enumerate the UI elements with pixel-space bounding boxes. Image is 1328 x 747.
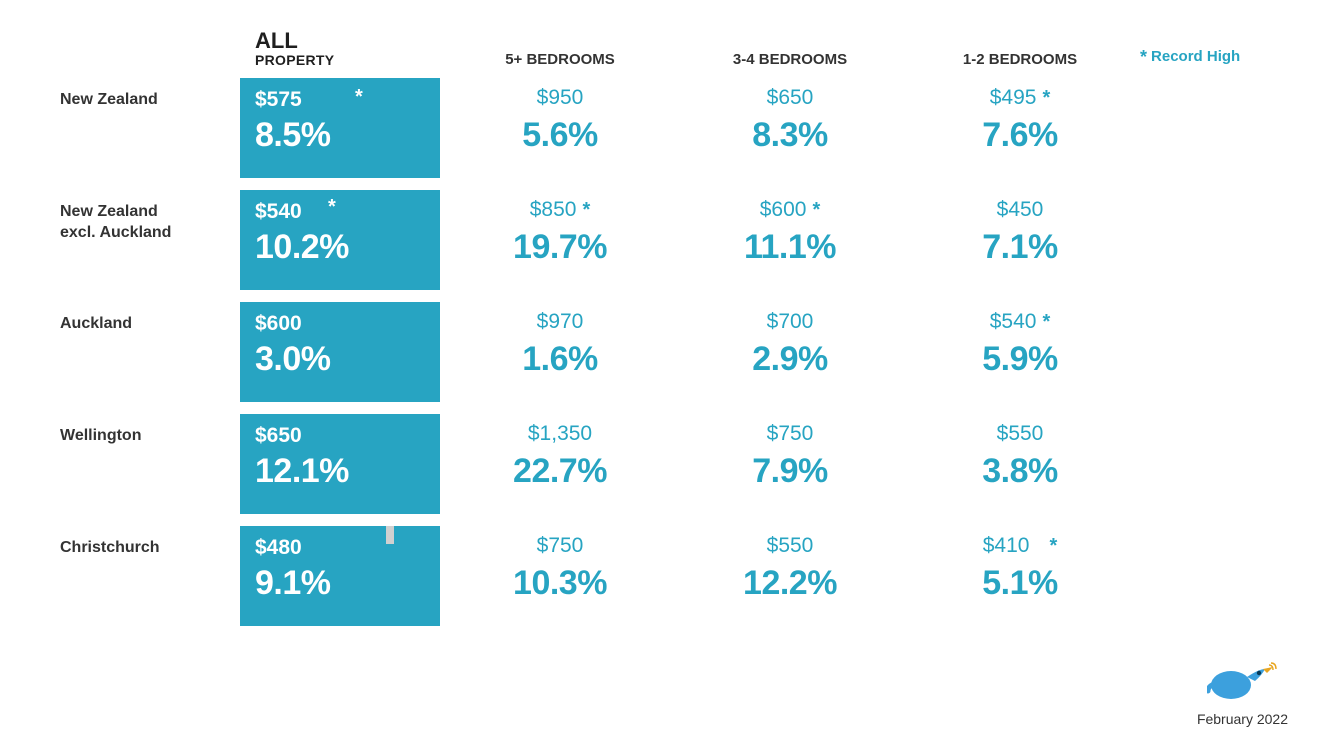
price-value: $450: [910, 198, 1130, 222]
row-label: Christchurch: [60, 526, 230, 638]
growth-value: 2.9%: [680, 340, 900, 379]
footer-date: February 2022: [1197, 711, 1288, 727]
price-value: $700: [680, 310, 900, 334]
growth-value: 11.1%: [680, 228, 900, 267]
bedroom-cell: $410* 5.1%: [910, 526, 1130, 626]
record-high-icon: *: [1049, 535, 1057, 557]
record-high-icon: *: [328, 196, 336, 219]
row-label: New Zealand: [60, 78, 230, 190]
header-spacer: [60, 30, 230, 78]
spacer: [1140, 526, 1290, 626]
price-value: $540*: [910, 310, 1130, 334]
bedroom-cell: $700 2.9%: [680, 302, 900, 402]
growth-value: 7.6%: [910, 116, 1130, 155]
price-value: $1,350: [450, 422, 670, 446]
rent-table: ALL PROPERTY 5+ BEDROOMS 3-4 BEDROOMS 1-…: [60, 30, 1288, 638]
bedroom-cell: $495* 7.6%: [910, 78, 1130, 178]
price-value: $970: [450, 310, 670, 334]
record-high-icon: *: [582, 199, 590, 221]
bedroom-cell: $750 10.3%: [450, 526, 670, 626]
row-label: Wellington: [60, 414, 230, 526]
bedroom-cell: $950 5.6%: [450, 78, 670, 178]
growth-value: 12.2%: [680, 564, 900, 603]
growth-value: 7.9%: [680, 452, 900, 491]
bedroom-cell: $550 3.8%: [910, 414, 1130, 514]
growth-value: 19.7%: [450, 228, 670, 267]
price-value: $950: [450, 86, 670, 110]
bedroom-cell: $970 1.6%: [450, 302, 670, 402]
spacer: [1140, 78, 1290, 178]
bedroom-cell: $850* 19.7%: [450, 190, 670, 290]
growth-value: 5.6%: [450, 116, 670, 155]
price-value: $600: [255, 312, 425, 336]
tick-mark: [386, 526, 394, 544]
all-property-cell: $575 8.5% *: [240, 78, 440, 178]
price-value: $575: [255, 88, 425, 112]
bedroom-cell: $450 7.1%: [910, 190, 1130, 290]
growth-value: 1.6%: [450, 340, 670, 379]
bedroom-cell: $650 8.3%: [680, 78, 900, 178]
growth-value: 8.3%: [680, 116, 900, 155]
bedroom-cell: $1,350 22.7%: [450, 414, 670, 514]
price-value: $540: [255, 200, 425, 224]
bedroom-cell: $550 12.2%: [680, 526, 900, 626]
header-col-3-4: 3-4 BEDROOMS: [680, 51, 900, 78]
price-value: $495*: [910, 86, 1130, 110]
growth-value: 5.9%: [910, 340, 1130, 379]
price-value: $650: [255, 424, 425, 448]
price-value: $850*: [450, 198, 670, 222]
price-value: $550: [910, 422, 1130, 446]
record-high-icon: *: [812, 199, 820, 221]
growth-value: 3.8%: [910, 452, 1130, 491]
header-all-sub: PROPERTY: [255, 52, 440, 68]
all-property-cell: $650 12.1%: [240, 414, 440, 514]
header-all: ALL PROPERTY: [240, 30, 440, 78]
price-value: $750: [450, 534, 670, 558]
record-high-icon: *: [1042, 311, 1050, 333]
growth-value: 10.3%: [450, 564, 670, 603]
legend-star-icon: *: [1140, 47, 1147, 67]
spacer: [1140, 302, 1290, 402]
footer: February 2022: [1197, 661, 1288, 727]
growth-value: 9.1%: [255, 564, 425, 603]
growth-value: 10.2%: [255, 228, 425, 267]
spacer: [1140, 414, 1290, 514]
legend-text: Record High: [1151, 48, 1240, 65]
spacer: [1140, 190, 1290, 290]
header-col-5plus: 5+ BEDROOMS: [450, 51, 670, 78]
growth-value: 7.1%: [910, 228, 1130, 267]
all-property-cell: $540 10.2% *: [240, 190, 440, 290]
growth-value: 22.7%: [450, 452, 670, 491]
growth-value: 5.1%: [910, 564, 1130, 603]
header-col-1-2: 1-2 BEDROOMS: [910, 51, 1130, 78]
record-high-icon: *: [355, 86, 363, 109]
legend: *Record High: [1140, 47, 1290, 78]
price-value: $650: [680, 86, 900, 110]
price-value: $750: [680, 422, 900, 446]
bedroom-cell: $600* 11.1%: [680, 190, 900, 290]
bird-logo-icon: [1207, 661, 1277, 705]
bedroom-cell: $750 7.9%: [680, 414, 900, 514]
record-high-icon: *: [1042, 87, 1050, 109]
growth-value: 12.1%: [255, 452, 425, 491]
price-value: $550: [680, 534, 900, 558]
growth-value: 3.0%: [255, 340, 425, 379]
price-value: $600*: [680, 198, 900, 222]
all-property-cell: $600 3.0%: [240, 302, 440, 402]
row-label: Auckland: [60, 302, 230, 414]
price-value: $480: [255, 536, 425, 560]
all-property-cell: $480 9.1%: [240, 526, 440, 626]
growth-value: 8.5%: [255, 116, 425, 155]
row-label: New Zealand excl. Auckland: [60, 190, 230, 302]
bedroom-cell: $540* 5.9%: [910, 302, 1130, 402]
header-all-main: ALL: [255, 30, 440, 52]
price-value: $410*: [910, 534, 1130, 558]
